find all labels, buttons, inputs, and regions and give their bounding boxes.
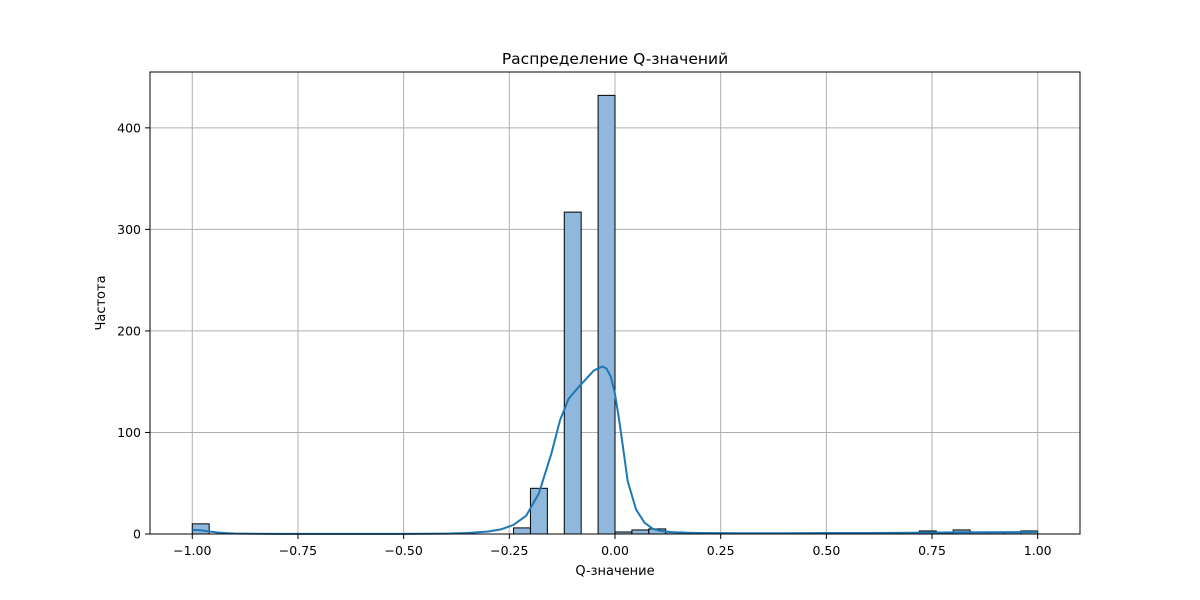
histogram-bar xyxy=(597,94,616,535)
histogram-bars xyxy=(191,94,1039,535)
x-tick-label: −0.25 xyxy=(490,543,528,558)
histogram-bar xyxy=(563,211,582,535)
y-axis-label: Частота xyxy=(94,275,109,330)
x-tick-label: −1.00 xyxy=(173,543,211,558)
y-tick-label: 400 xyxy=(117,120,141,135)
x-tick-label: 0.75 xyxy=(918,543,946,558)
x-tick-label: 1.00 xyxy=(1024,543,1052,558)
x-tick-label: −0.50 xyxy=(384,543,422,558)
x-tick-label: 0.50 xyxy=(812,543,840,558)
x-axis-label: Q-значение xyxy=(575,564,654,579)
y-tick-label: 300 xyxy=(117,222,141,237)
x-tick-label: 0.00 xyxy=(601,543,629,558)
histogram-bar xyxy=(513,527,531,535)
y-tick-label: 100 xyxy=(117,425,141,440)
axis-ticks: −1.00 −0.75 −0.50 −0.25 0.00 0.25 0.50 0.75 1.00… xyxy=(117,120,1052,558)
histogram-bar xyxy=(631,529,650,535)
chart-title: Распределение Q-значений xyxy=(502,50,728,68)
x-tick-label: 0.25 xyxy=(707,543,735,558)
y-tick-label: 200 xyxy=(117,323,141,338)
y-tick-label: 0 xyxy=(133,527,141,542)
histogram-bar xyxy=(191,523,210,535)
x-tick-label: −0.75 xyxy=(279,543,317,558)
